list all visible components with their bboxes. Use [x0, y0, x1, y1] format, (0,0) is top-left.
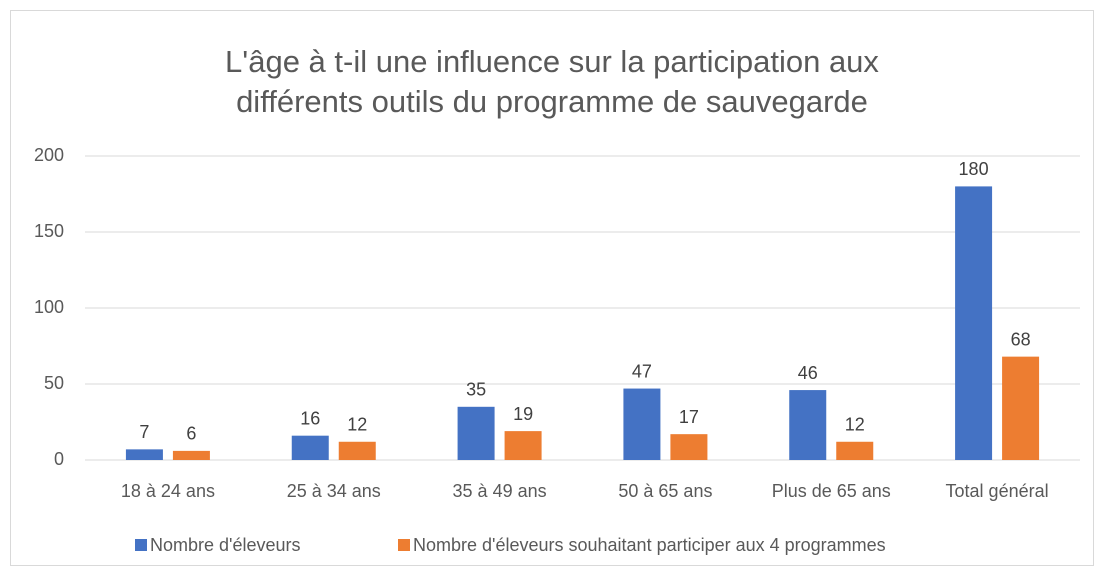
data-label: 19	[513, 404, 533, 424]
data-label: 12	[347, 415, 367, 435]
x-tick-label: 35 à 49 ans	[453, 481, 547, 501]
data-label: 180	[959, 159, 989, 179]
legend-label: Nombre d'éleveurs	[150, 535, 301, 555]
y-tick-label: 100	[34, 297, 64, 317]
data-label: 46	[798, 363, 818, 383]
chart-title: L'âge à t-il une influence sur la partic…	[225, 44, 879, 79]
data-label: 47	[632, 361, 652, 381]
data-label: 16	[300, 408, 320, 428]
y-tick-label: 150	[34, 221, 64, 241]
x-tick-label: 18 à 24 ans	[121, 481, 215, 501]
x-tick-label: 25 à 34 ans	[287, 481, 381, 501]
chart-frame	[10, 10, 1094, 566]
x-tick-label: Total général	[946, 481, 1049, 501]
legend-label: Nombre d'éleveurs souhaitant participer …	[413, 535, 886, 555]
bar	[338, 441, 376, 460]
data-label: 68	[1011, 329, 1031, 349]
y-tick-label: 200	[34, 145, 64, 165]
data-label: 12	[845, 415, 865, 435]
bar	[1002, 356, 1040, 460]
legend-swatch	[398, 539, 410, 551]
bar	[670, 434, 708, 460]
x-tick-label: 50 à 65 ans	[618, 481, 712, 501]
legend-swatch	[135, 539, 147, 551]
bar	[789, 390, 827, 460]
bar	[623, 388, 661, 460]
data-label: 17	[679, 407, 699, 427]
bar	[955, 186, 993, 460]
data-label: 35	[466, 380, 486, 400]
bar	[836, 441, 874, 460]
chart-title: différents outils du programme de sauveg…	[236, 84, 868, 119]
x-tick-label: Plus de 65 ans	[772, 481, 891, 501]
bar	[504, 431, 542, 460]
bar	[172, 450, 210, 460]
y-tick-label: 0	[54, 449, 64, 469]
y-tick-label: 50	[44, 373, 64, 393]
bar	[291, 435, 329, 460]
bar	[125, 449, 163, 460]
bar	[457, 406, 495, 460]
data-label: 6	[186, 424, 196, 444]
data-label: 7	[139, 422, 149, 442]
